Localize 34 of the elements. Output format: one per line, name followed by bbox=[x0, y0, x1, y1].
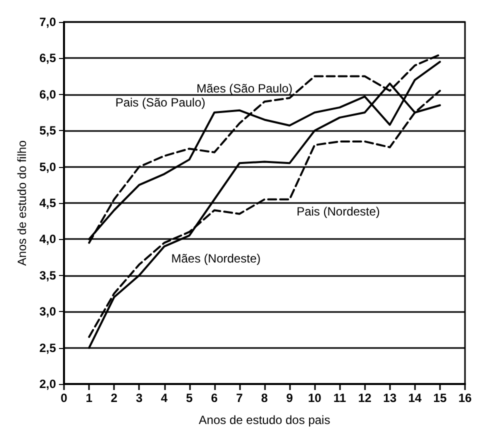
y-tick-label: 6,5 bbox=[39, 51, 56, 66]
x-tick-label: 11 bbox=[333, 391, 346, 405]
x-tick-label: 10 bbox=[308, 391, 322, 405]
series-label: Pais (São Paulo) bbox=[115, 96, 206, 110]
x-tick-label: 5 bbox=[186, 391, 193, 405]
x-tick-label: 3 bbox=[136, 391, 143, 405]
x-tick-label: 6 bbox=[211, 391, 218, 405]
y-tick-label: 4,0 bbox=[39, 232, 56, 246]
x-tick-label: 1 bbox=[86, 391, 93, 405]
y-tick-label: 7,0 bbox=[39, 15, 56, 29]
y-tick-label: 3,5 bbox=[39, 268, 56, 282]
x-axis-title: Anos de estudo dos pais bbox=[198, 413, 330, 427]
y-axis-title: Anos de estudo do filho bbox=[15, 140, 29, 266]
x-tick-label: 0 bbox=[60, 391, 68, 405]
y-tick-label: 4,5 bbox=[39, 196, 56, 210]
x-tick-label: 8 bbox=[261, 391, 268, 405]
y-tick-label: 6,0 bbox=[39, 87, 56, 102]
x-tick-label: 4 bbox=[160, 391, 168, 405]
y-tick-label: 3,0 bbox=[39, 304, 56, 319]
x-tick-label: 15 bbox=[433, 391, 447, 405]
y-tick-label: 5,5 bbox=[39, 124, 56, 138]
y-tick-label: 2,5 bbox=[39, 340, 56, 355]
x-tick-label: 9 bbox=[286, 391, 294, 405]
x-tick-label: 7 bbox=[236, 391, 244, 405]
x-tick-label: 12 bbox=[358, 391, 372, 405]
series-label: Mães (São Paulo) bbox=[196, 82, 293, 96]
series-label: Pais (Nordeste) bbox=[296, 204, 380, 218]
y-tick-label: 2,0 bbox=[39, 377, 56, 391]
x-tick-label: 13 bbox=[383, 391, 397, 405]
x-tick-label: 16 bbox=[458, 391, 472, 405]
y-tick-label: 5,0 bbox=[39, 160, 56, 174]
x-tick-label: 2 bbox=[110, 391, 118, 405]
series-label: Mães (Nordeste) bbox=[171, 251, 261, 266]
x-tick-label: 14 bbox=[408, 391, 422, 405]
